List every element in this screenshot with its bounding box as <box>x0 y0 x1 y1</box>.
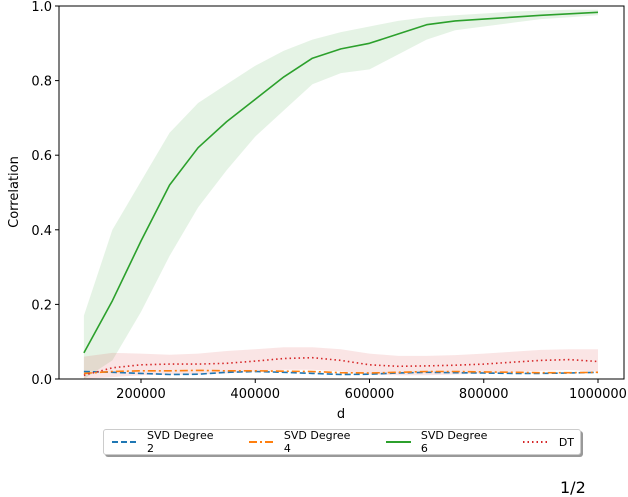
solid-line-icon <box>385 441 411 443</box>
series-line <box>83 370 599 376</box>
series-line <box>83 369 599 375</box>
confidence-band <box>83 9 598 379</box>
series-line <box>83 11 599 354</box>
y-tick-label: 0.8 <box>31 75 52 90</box>
legend-label: SVD Degree 4 <box>283 429 351 455</box>
x-tick-label: 200000 <box>116 387 166 402</box>
dashed-line-icon <box>112 441 137 443</box>
dashdot-line-icon <box>248 441 274 443</box>
page-number: 1/2 <box>560 478 586 497</box>
x-tick-label: 600000 <box>345 387 395 402</box>
legend-label: DT <box>558 435 575 449</box>
series-line <box>83 356 599 377</box>
dotted-line-icon <box>522 441 549 443</box>
legend-label: SVD Degree 2 <box>146 429 214 455</box>
y-tick-label: 0.4 <box>31 224 52 239</box>
y-tick-label: 0.6 <box>31 149 52 164</box>
x-tick-label: 400000 <box>230 387 280 402</box>
y-axis: 0.0 0.2 0.4 0.6 0.8 1.0 <box>31 0 59 388</box>
legend-item-svd-degree-2: SVD Degree 2 <box>112 429 221 455</box>
x-tick-label: 1000000 <box>569 387 627 402</box>
y-tick-label: 0.2 <box>31 298 52 313</box>
legend-label: SVD Degree 6 <box>420 429 488 455</box>
x-axis: 200000 400000 600000 800000 1000000 <box>116 379 627 402</box>
plot-frame <box>58 5 625 380</box>
y-tick-label: 0.0 <box>31 373 52 388</box>
legend-item-svd-degree-4: SVD Degree 4 <box>248 429 358 455</box>
confidence-bands <box>83 9 598 379</box>
y-axis-label: Correlation <box>7 156 22 228</box>
legend-item-dt: DT <box>522 435 575 449</box>
x-axis-label: d <box>337 407 345 422</box>
x-tick-label: 800000 <box>459 387 509 402</box>
legend: SVD Degree 2 SVD Degree 4 SVD Degree 6 D… <box>103 429 581 455</box>
line-chart: 0.0 0.2 0.4 0.6 0.8 1.0 200000 400000 600000 800… <box>7 0 627 422</box>
y-tick-label: 1.0 <box>31 0 52 15</box>
legend-item-svd-degree-6: SVD Degree 6 <box>385 429 495 455</box>
series-lines <box>83 11 599 377</box>
